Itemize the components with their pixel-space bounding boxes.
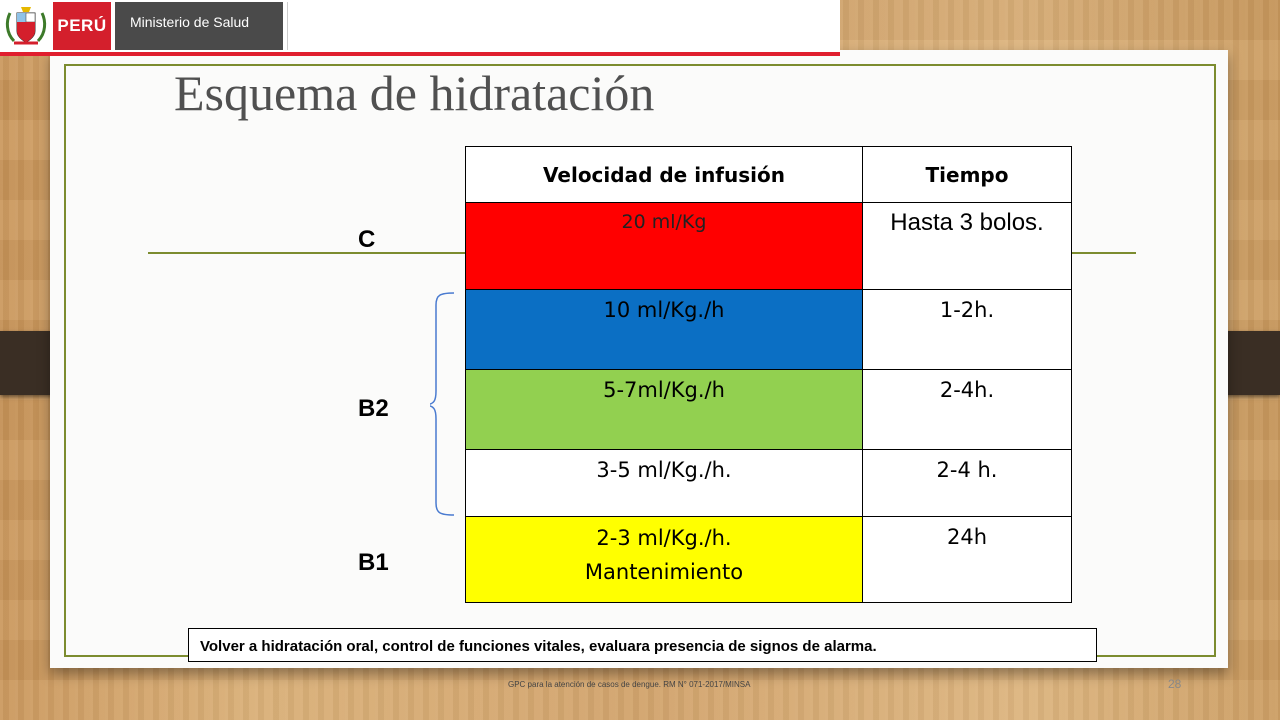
label-b2: B2 [358,395,389,422]
header-divider [287,2,288,50]
peru-badge: PERÚ [53,2,111,50]
coat-of-arms-icon [5,7,47,45]
time-cell: Hasta 3 bolos. [862,202,1072,290]
rate-cell: 10 ml/Kg./h [465,289,863,370]
footer-citation: GPC para la atención de casos de dengue.… [508,680,751,689]
rate-cell: 20 ml/Kg [465,202,863,290]
ministry-header: PERÚ Ministerio de Salud [0,0,840,56]
table-row: 10 ml/Kg./h 1-2h. [465,289,1072,370]
time-cell: 2-4h. [862,369,1072,450]
table-row: 5-7ml/Kg./h 2-4h. [465,369,1072,450]
slide-title: Esquema de hidratación [174,65,655,121]
column-header-time: Tiempo [862,146,1072,203]
note-box: Volver a hidratación oral, control de fu… [188,628,1097,662]
curly-brace-icon [430,292,455,516]
time-cell: 2-4 h. [862,449,1072,517]
column-header-rate: Velocidad de infusión [465,146,863,203]
label-b1: B1 [358,549,389,576]
label-c: C [358,226,376,253]
table-row: 3-5 ml/Kg./h. 2-4 h. [465,449,1072,517]
table-header-row: Velocidad de infusión Tiempo [465,146,1072,203]
rate-cell: 2-3 ml/Kg./h. Mantenimiento [465,516,863,603]
rate-cell: 5-7ml/Kg./h [465,369,863,450]
rate-line-1: 2-3 ml/Kg./h. [596,526,732,550]
hydration-table: Velocidad de infusión Tiempo 20 ml/Kg Ha… [465,146,1072,603]
page-number: 28 [1168,677,1182,691]
rate-cell: 3-5 ml/Kg./h. [465,449,863,517]
rate-line-2: Mantenimiento [584,560,744,584]
ministry-badge: Ministerio de Salud [115,2,283,50]
time-cell: 1-2h. [862,289,1072,370]
time-cell: 24h [862,516,1072,603]
table-row: 20 ml/Kg Hasta 3 bolos. [465,202,1072,290]
table-row: 2-3 ml/Kg./h. Mantenimiento 24h [465,516,1072,603]
